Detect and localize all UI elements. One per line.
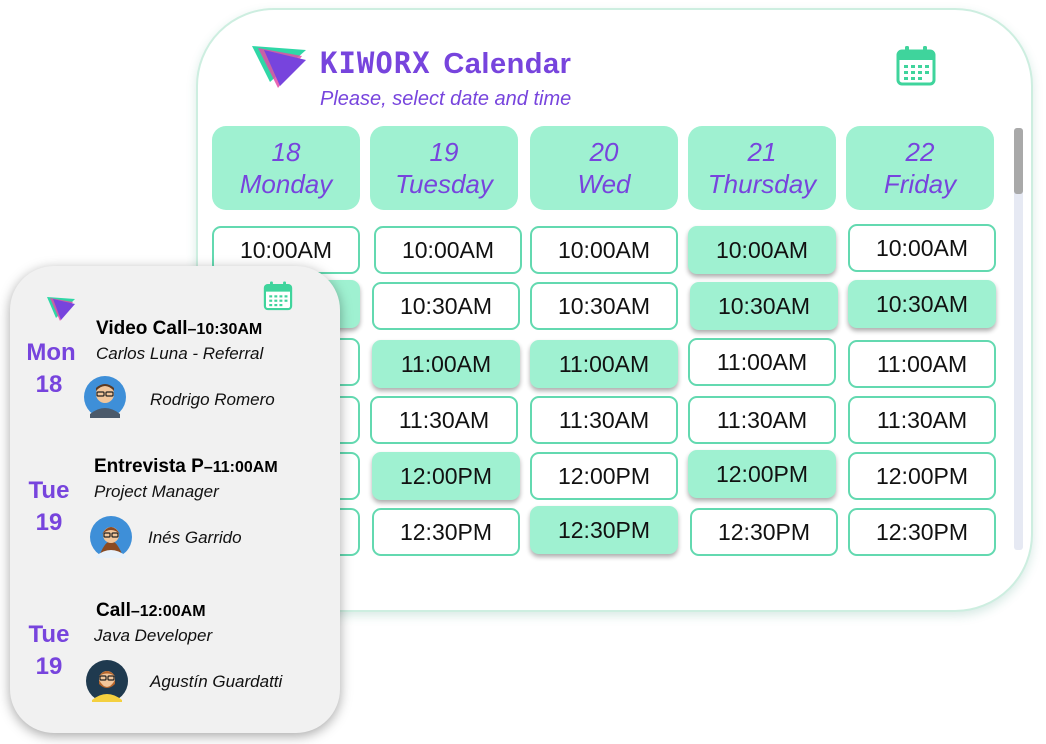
- event-person: Inés Garrido: [148, 528, 242, 547]
- kiworx-logo: [47, 297, 75, 321]
- time-slot[interactable]: 11:30AM: [370, 396, 518, 444]
- avatar: [84, 376, 126, 418]
- time-slot[interactable]: 10:30AM: [372, 282, 520, 330]
- day-header-friday[interactable]: 22 Friday: [846, 126, 994, 210]
- event-weekday: Tue: [28, 621, 70, 648]
- event-time: –11:00AM: [203, 459, 278, 476]
- event-time: –10:30AM: [187, 321, 263, 338]
- event-title: Video Call–10:30AM: [96, 318, 262, 340]
- day-name: Monday: [239, 169, 333, 199]
- time-slot[interactable]: 11:30AM: [688, 396, 836, 444]
- day-name: Tuesday: [395, 169, 493, 199]
- app-title: KIWORX Calendar: [320, 46, 571, 81]
- event-person: Agustín Guardatti: [150, 672, 283, 691]
- event-weekday: Tue: [28, 477, 70, 504]
- event-title: Call–12:00AM: [96, 600, 206, 622]
- avatar: [90, 516, 132, 558]
- scrollbar-track[interactable]: [1014, 128, 1023, 550]
- calendar-card: KIWORX Calendar Please, select date and …: [196, 8, 1033, 612]
- page-subtitle: Please, select date and time: [320, 88, 572, 110]
- time-slot[interactable]: 10:00AM: [688, 226, 836, 274]
- time-slot[interactable]: 12:30PM: [372, 508, 520, 556]
- event-name: Entrevista P: [94, 456, 204, 477]
- day-date: 22: [905, 137, 935, 167]
- event-name: Video Call: [96, 318, 188, 339]
- day-header-wednesday[interactable]: 20 Wed: [530, 126, 678, 210]
- time-slot[interactable]: 10:30AM: [848, 280, 996, 328]
- time-slot[interactable]: 12:00PM: [688, 450, 836, 498]
- time-slot[interactable]: 11:00AM: [372, 340, 520, 388]
- time-slot[interactable]: 11:00AM: [530, 340, 678, 388]
- time-slot[interactable]: 11:30AM: [530, 396, 678, 444]
- time-slot[interactable]: 11:30AM: [848, 396, 996, 444]
- day-name: Friday: [883, 169, 957, 199]
- brand-title: Calendar: [443, 48, 572, 80]
- event-name: Call: [96, 600, 131, 621]
- time-slot[interactable]: 11:00AM: [848, 340, 996, 388]
- event-date: 19: [35, 509, 63, 536]
- day-date: 20: [589, 137, 619, 167]
- day-date: 18: [271, 137, 301, 167]
- day-date: 19: [429, 137, 459, 167]
- time-slot[interactable]: 12:00PM: [372, 452, 520, 500]
- day-header-tuesday[interactable]: 19 Tuesday: [370, 126, 518, 210]
- scrollbar-thumb[interactable]: [1014, 128, 1023, 194]
- event-time: –12:00AM: [130, 603, 206, 620]
- day-header-thursday[interactable]: 21 Thursday: [688, 126, 836, 210]
- event-subtitle: Project Manager: [94, 482, 219, 501]
- event-subtitle: Carlos Luna - Referral: [96, 344, 264, 363]
- time-slot[interactable]: 10:30AM: [690, 282, 838, 330]
- avatar: [86, 660, 128, 702]
- time-slot[interactable]: 12:30PM: [690, 508, 838, 556]
- time-slot[interactable]: 12:00PM: [848, 452, 996, 500]
- time-slot[interactable]: 12:00PM: [530, 452, 678, 500]
- calendar-icon[interactable]: [262, 280, 294, 312]
- time-slot[interactable]: 10:00AM: [848, 224, 996, 272]
- time-slot[interactable]: 10:00AM: [374, 226, 522, 274]
- time-slot[interactable]: 11:00AM: [688, 338, 836, 386]
- day-date: 21: [747, 137, 777, 167]
- day-name: Wed: [577, 169, 631, 199]
- calendar-icon[interactable]: [894, 44, 938, 88]
- brand-wordmark: KIWORX: [320, 46, 431, 80]
- agenda-card: Video Call–10:30AM Carlos Luna - Referra…: [10, 266, 340, 733]
- day-header-monday[interactable]: 18 Monday: [212, 126, 360, 210]
- time-slot[interactable]: 12:30PM: [848, 508, 996, 556]
- event-title: Entrevista P–11:00AM: [94, 456, 278, 478]
- event-weekday: Mon: [26, 339, 76, 366]
- time-slot[interactable]: 10:00AM: [530, 226, 678, 274]
- kiworx-logo: [252, 46, 306, 88]
- event-date: 18: [35, 371, 63, 398]
- time-slot[interactable]: 10:30AM: [530, 282, 678, 330]
- day-name: Thursday: [707, 169, 817, 199]
- time-slot[interactable]: 12:30PM: [530, 506, 678, 554]
- event-date: 19: [35, 653, 63, 680]
- event-person: Rodrigo Romero: [150, 390, 275, 409]
- event-subtitle: Java Developer: [94, 626, 213, 645]
